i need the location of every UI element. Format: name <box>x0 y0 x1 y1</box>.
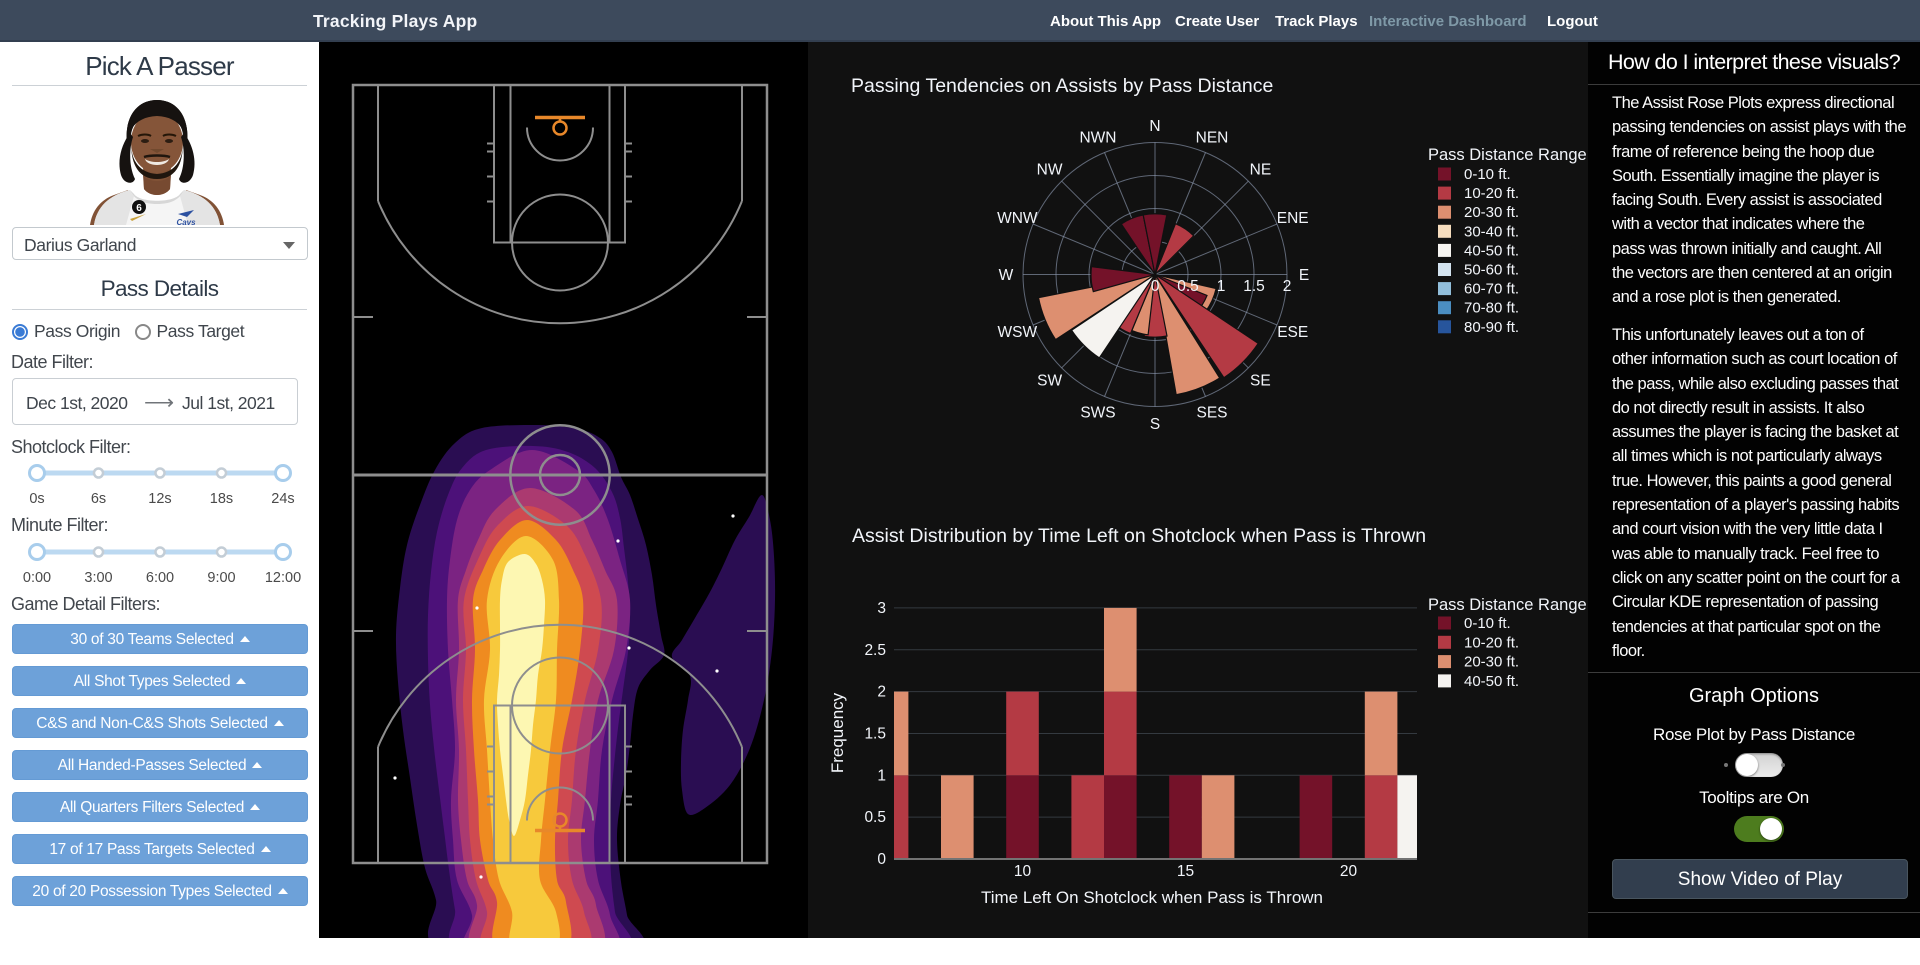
svg-text:NWN: NWN <box>1079 129 1116 146</box>
svg-text:80-90 ft.: 80-90 ft. <box>1464 319 1519 336</box>
svg-text:0s: 0s <box>29 491 44 507</box>
svg-text:1: 1 <box>877 767 886 784</box>
svg-text:S: S <box>1150 416 1160 433</box>
svg-text:70-80 ft.: 70-80 ft. <box>1464 300 1519 317</box>
svg-text:10-20 ft.: 10-20 ft. <box>1464 634 1519 651</box>
svg-text:6s: 6s <box>91 491 106 507</box>
svg-text:30-40 ft.: 30-40 ft. <box>1464 223 1519 240</box>
svg-text:SWS: SWS <box>1080 405 1115 422</box>
svg-text:20: 20 <box>1340 863 1358 880</box>
svg-text:N: N <box>1149 118 1160 135</box>
svg-text:6:00: 6:00 <box>146 570 174 586</box>
svg-text:10: 10 <box>1014 863 1032 880</box>
svg-text:20-30 ft.: 20-30 ft. <box>1464 204 1519 221</box>
svg-text:0-10 ft.: 0-10 ft. <box>1464 166 1511 183</box>
svg-text:2: 2 <box>1283 278 1292 295</box>
svg-text:NE: NE <box>1250 162 1272 179</box>
svg-text:10-20 ft.: 10-20 ft. <box>1464 185 1519 202</box>
svg-text:1.5: 1.5 <box>1243 278 1265 295</box>
svg-text:6: 6 <box>136 203 142 214</box>
svg-text:24s: 24s <box>271 491 294 507</box>
svg-text:0-10 ft.: 0-10 ft. <box>1464 615 1511 632</box>
svg-text:W: W <box>999 267 1014 284</box>
svg-text:NW: NW <box>1037 162 1063 179</box>
svg-text:9:00: 9:00 <box>207 570 235 586</box>
svg-text:Pass Distance Range: Pass Distance Range <box>1428 596 1587 614</box>
svg-text:SE: SE <box>1250 372 1271 389</box>
svg-text:0: 0 <box>1151 278 1160 295</box>
svg-text:3: 3 <box>877 600 886 617</box>
svg-text:Passing Tendencies on Assists: Passing Tendencies on Assists by Pass Di… <box>851 75 1273 97</box>
svg-text:40-50 ft.: 40-50 ft. <box>1464 242 1519 259</box>
svg-text:40-50 ft.: 40-50 ft. <box>1464 673 1519 690</box>
svg-text:20-30 ft.: 20-30 ft. <box>1464 654 1519 671</box>
svg-text:50-60 ft.: 50-60 ft. <box>1464 262 1519 279</box>
svg-text:Assist Distribution by Time Le: Assist Distribution by Time Left on Shot… <box>852 525 1426 547</box>
svg-text:E: E <box>1299 267 1309 284</box>
svg-text:WSW: WSW <box>997 324 1037 341</box>
svg-text:1.5: 1.5 <box>864 726 886 743</box>
svg-text:Time Left On Shotclock when Pa: Time Left On Shotclock when Pass is Thro… <box>981 888 1323 907</box>
svg-text:1: 1 <box>1217 278 1226 295</box>
svg-text:Frequency: Frequency <box>828 692 847 773</box>
svg-text:12:00: 12:00 <box>265 570 301 586</box>
svg-text:Pass Distance Range: Pass Distance Range <box>1428 146 1587 164</box>
svg-text:2.5: 2.5 <box>864 642 886 659</box>
svg-text:SES: SES <box>1196 405 1227 422</box>
svg-text:60-70 ft.: 60-70 ft. <box>1464 281 1519 298</box>
svg-text:NEN: NEN <box>1196 129 1229 146</box>
svg-text:Cavs: Cavs <box>176 218 196 225</box>
svg-text:ESE: ESE <box>1277 324 1308 341</box>
svg-text:12s: 12s <box>148 491 171 507</box>
svg-text:ENE: ENE <box>1277 210 1309 227</box>
svg-text:15: 15 <box>1177 863 1194 880</box>
svg-text:0.5: 0.5 <box>864 809 886 826</box>
svg-text:0:00: 0:00 <box>23 570 51 586</box>
svg-text:0: 0 <box>877 851 886 868</box>
svg-text:SW: SW <box>1037 372 1062 389</box>
svg-text:3:00: 3:00 <box>84 570 112 586</box>
svg-text:18s: 18s <box>210 491 233 507</box>
svg-text:2: 2 <box>877 684 886 701</box>
svg-text:0.5: 0.5 <box>1177 278 1199 295</box>
svg-text:WNW: WNW <box>997 210 1038 227</box>
